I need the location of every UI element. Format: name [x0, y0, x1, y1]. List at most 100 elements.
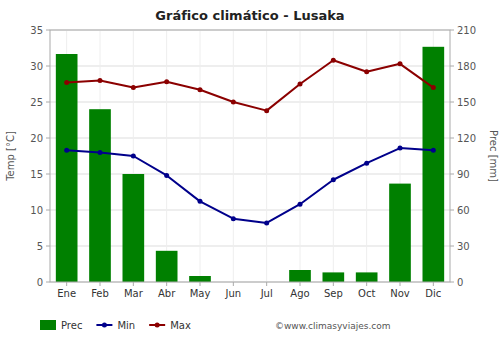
tick-label-y: 5 [37, 241, 43, 252]
tick-x [133, 282, 134, 286]
line-marker [231, 216, 236, 221]
tick-x [400, 282, 401, 286]
line-marker [298, 82, 303, 87]
tick-y [46, 30, 50, 31]
tick-y2 [450, 246, 454, 247]
tick-x [333, 282, 334, 286]
y2-axis-label: Prec [mm] [488, 130, 499, 182]
tick-label-x: May [190, 288, 211, 299]
grid-line-x [366, 30, 367, 282]
tick-x [266, 282, 267, 286]
tick-y2 [450, 138, 454, 139]
legend-label: Min [117, 320, 135, 331]
tick-label-x: Ene [57, 288, 76, 299]
tick-label-y2: 180 [457, 61, 476, 72]
line-marker [264, 220, 269, 225]
line-marker [64, 148, 69, 153]
legend-label: Max [170, 320, 191, 331]
line-marker [131, 85, 136, 90]
tick-label-y2: 0 [457, 277, 463, 288]
tick-y [46, 102, 50, 103]
tick-label-y2: 30 [457, 241, 470, 252]
grid-line-x [333, 30, 334, 282]
bar [356, 272, 378, 282]
marks [56, 47, 444, 282]
line-marker [298, 202, 303, 207]
tick-label-y2: 120 [457, 133, 476, 144]
tick-label-x: Oct [358, 288, 375, 299]
tick-label-x: Ago [290, 288, 309, 299]
legend-label: Prec [61, 320, 82, 331]
grid-line-x [266, 30, 267, 282]
tick-label-y2: 150 [457, 97, 476, 108]
grid-line-x [233, 30, 234, 282]
tick-x [66, 282, 67, 286]
tick-y [46, 210, 50, 211]
line-marker [131, 154, 136, 159]
y-axis-label: Temp [°C] [5, 131, 16, 182]
tick-y [46, 174, 50, 175]
bar [189, 276, 211, 282]
bar [289, 270, 311, 282]
line-marker [98, 150, 103, 155]
tick-y [46, 282, 50, 283]
line-marker [198, 87, 203, 92]
tick-x [200, 282, 201, 286]
legend: Prec Min Max [40, 320, 191, 331]
line-marker [264, 108, 269, 113]
watermark: ©www.climasyviajes.com [275, 321, 391, 331]
tick-label-y: 35 [30, 25, 43, 36]
tick-x [233, 282, 234, 286]
tick-y2 [450, 102, 454, 103]
line-marker [198, 199, 203, 204]
tick-y [46, 66, 50, 67]
tick-label-x: Dic [425, 288, 441, 299]
line-marker [364, 161, 369, 166]
plot-frame [50, 30, 450, 282]
tick-x [166, 282, 167, 286]
tick-label-y2: 210 [457, 25, 476, 36]
tick-y [46, 138, 50, 139]
tick-label-x: Sep [324, 288, 343, 299]
legend-marker [155, 323, 160, 328]
line-marker [331, 58, 336, 63]
tick-y2 [450, 282, 454, 283]
tick-y [46, 246, 50, 247]
page: {"chart_data": {"type": "combo", "title"… [0, 0, 500, 350]
tick-label-y: 0 [37, 277, 43, 288]
grid-line-x [166, 30, 167, 282]
grid [50, 30, 450, 282]
tick-label-y: 30 [30, 61, 43, 72]
line-marker [364, 69, 369, 74]
bar [323, 272, 345, 282]
tick-label-y2: 60 [457, 205, 470, 216]
tick-label-y: 15 [30, 169, 43, 180]
tick-x [100, 282, 101, 286]
tick-x [300, 282, 301, 286]
bar [56, 54, 78, 282]
tick-y2 [450, 66, 454, 67]
bar [123, 174, 145, 282]
tick-label-y: 25 [30, 97, 43, 108]
line-marker [64, 80, 69, 85]
line-marker [398, 61, 403, 66]
tick-label-x: Abr [158, 288, 176, 299]
line [67, 148, 434, 223]
bar [89, 109, 111, 282]
legend-marker [102, 323, 107, 328]
legend-swatch [40, 320, 56, 330]
axes: 051015202530350306090120150180210EneFebM… [5, 25, 499, 300]
tick-y2 [450, 30, 454, 31]
bar [389, 184, 411, 282]
bar [156, 251, 178, 282]
tick-label-x: Mar [124, 288, 144, 299]
line-marker [431, 85, 436, 90]
line-marker [398, 146, 403, 151]
tick-y2 [450, 174, 454, 175]
tick-x [433, 282, 434, 286]
tick-label-y: 20 [30, 133, 43, 144]
line [67, 60, 434, 110]
tick-y2 [450, 210, 454, 211]
tick-x [366, 282, 367, 286]
grid-line-x [200, 30, 201, 282]
